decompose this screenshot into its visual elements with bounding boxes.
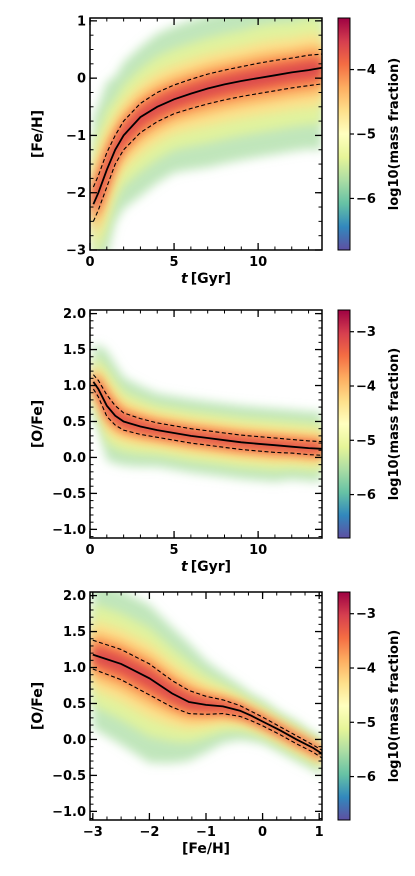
density-band-6 xyxy=(92,647,322,756)
y-tick-label: 1.5 xyxy=(63,625,86,640)
x-tick-label: 0 xyxy=(85,255,94,270)
x-tick-label: −2 xyxy=(139,825,159,840)
x-tick-label: 1 xyxy=(315,825,324,840)
percentile-line xyxy=(92,53,323,188)
colorbar xyxy=(337,309,351,539)
x-axis-label: t [Gyr] xyxy=(181,271,231,287)
colorbar xyxy=(337,591,351,821)
y-tick-label: 1.0 xyxy=(63,661,86,676)
y-tick-label: −2 xyxy=(66,186,86,201)
y-tick-label: −1.0 xyxy=(52,805,86,820)
x-axis-unit: [Gyr] xyxy=(191,559,231,575)
y-tick-label: −1.0 xyxy=(52,523,86,538)
colorbar-label: log10(mass fraction) xyxy=(387,58,402,210)
axes-frame xyxy=(89,309,323,539)
x-tick-label: −1 xyxy=(196,825,216,840)
colorbar-tick-label: −5 xyxy=(356,434,376,449)
median-line xyxy=(92,381,323,450)
density-band-5 xyxy=(92,640,322,758)
y-tick-label: 1 xyxy=(77,14,86,29)
x-tick-label: 5 xyxy=(170,255,179,270)
colorbar-tick-label: −4 xyxy=(356,662,376,677)
y-tick-label: −0.5 xyxy=(52,769,86,784)
percentile-line xyxy=(92,83,323,222)
x-tick-label: −3 xyxy=(83,825,103,840)
y-axis-label: [Fe/H] xyxy=(30,110,46,158)
y-tick-label: 0 xyxy=(77,72,86,87)
colorbar-tick-label: −5 xyxy=(356,128,376,143)
y-axis-label: [O/Fe] xyxy=(30,400,46,448)
colorbar-tick-label: −6 xyxy=(356,488,376,503)
axes-frame xyxy=(89,17,323,251)
x-axis-unit: [Gyr] xyxy=(191,271,231,287)
y-tick-label: −0.5 xyxy=(52,487,86,502)
x-axis-variable: t xyxy=(181,271,189,287)
density-band-6 xyxy=(93,61,322,213)
chart-panel-3: −3 −2 −1 0 1 2.0 1.5 1.0 0.5 0.0 −0.5 −1.0 [Fe/H] [O/… xyxy=(30,589,402,857)
x-axis-label: [Fe/H] xyxy=(182,841,230,857)
x-tick-label: 10 xyxy=(249,543,267,558)
chart-panel-2: 0 5 10 2.0 1.5 1.0 0.5 0.0 −0.5 −1.0 t [Gyr] [O/Fe] −… xyxy=(30,307,402,575)
percentile-line xyxy=(92,668,323,759)
y-tick-label: 0.0 xyxy=(63,733,86,748)
y-tick-label: 0.5 xyxy=(63,697,86,712)
density-heatmap xyxy=(93,344,322,482)
x-tick-label: 5 xyxy=(170,543,179,558)
x-tick-label: 10 xyxy=(249,255,267,270)
colorbar-tick-label: −3 xyxy=(356,325,376,340)
percentile-line xyxy=(92,388,323,456)
x-tick-label: 0 xyxy=(85,543,94,558)
density-band-4 xyxy=(93,370,322,460)
x-axis-label: t [Gyr] xyxy=(181,559,231,575)
y-tick-label: 1.0 xyxy=(63,379,86,394)
percentile-line xyxy=(92,639,323,751)
colorbar-label: log10(mass fraction) xyxy=(387,348,402,500)
y-tick-label: −1 xyxy=(66,129,86,144)
density-band-5 xyxy=(93,375,322,455)
colorbar xyxy=(337,17,351,251)
colorbar-tick-label: −5 xyxy=(356,716,376,731)
x-axis-variable: t xyxy=(181,559,189,575)
density-heatmap xyxy=(92,592,322,776)
colorbar-tick-label: −4 xyxy=(356,380,376,395)
y-tick-label: 0.0 xyxy=(63,451,86,466)
y-tick-label: −3 xyxy=(66,244,86,259)
y-axis-label: [O/Fe] xyxy=(30,682,46,730)
median-line xyxy=(92,653,323,755)
colorbar-tick-label: −6 xyxy=(356,770,376,785)
y-tick-label: 0.5 xyxy=(63,415,86,430)
y-tick-label: 2.0 xyxy=(63,307,86,322)
colorbar-tick-label: −3 xyxy=(356,607,376,622)
y-tick-label: 1.5 xyxy=(63,343,86,358)
colorbar-tick-label: −6 xyxy=(356,192,376,207)
colorbar-tick-label: −4 xyxy=(356,63,376,78)
x-tick-label: 0 xyxy=(258,825,267,840)
percentile-line xyxy=(92,374,323,443)
colorbar-label: log10(mass fraction) xyxy=(387,630,402,782)
median-line xyxy=(92,66,323,205)
y-tick-label: 2.0 xyxy=(63,589,86,604)
